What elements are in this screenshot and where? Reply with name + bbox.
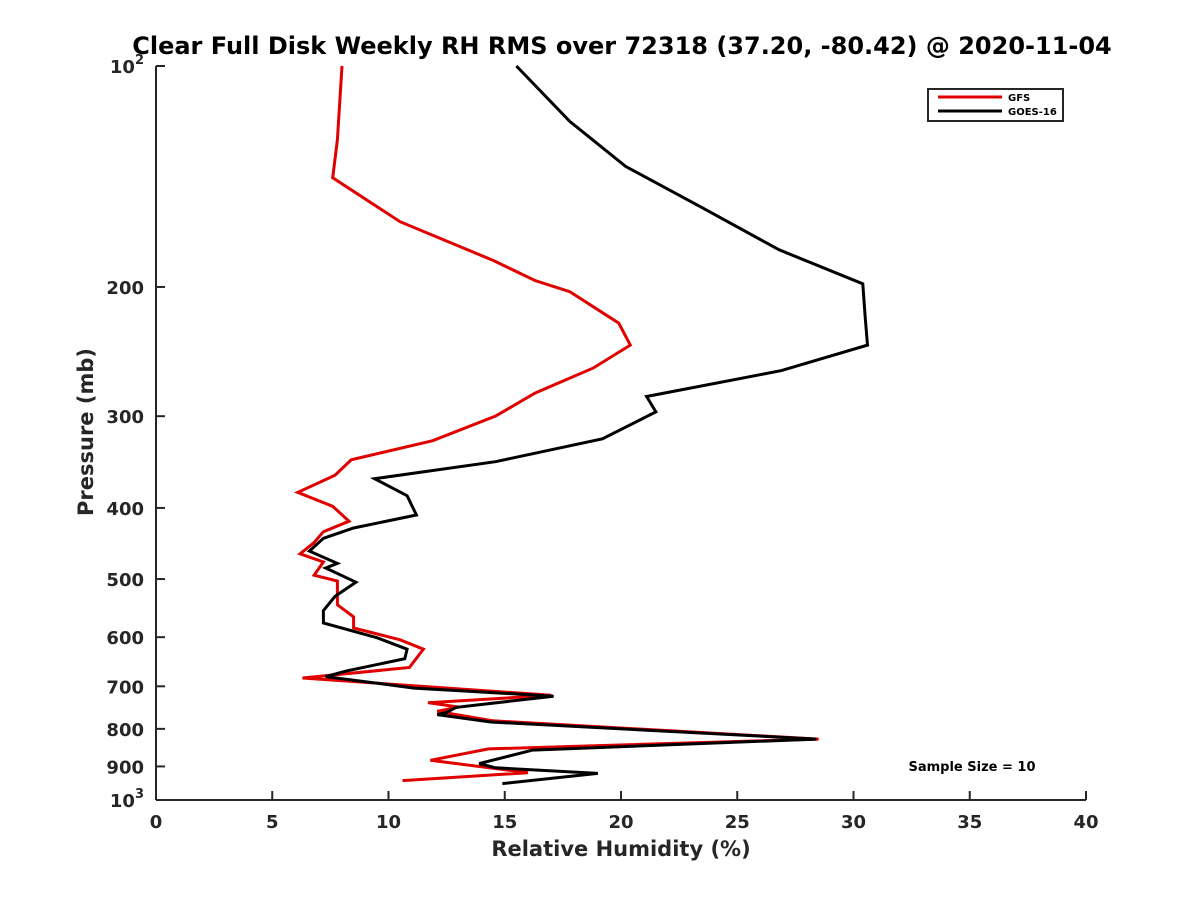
y-tick-label: 400 bbox=[106, 499, 144, 520]
y-tick-exponent: 2 bbox=[135, 53, 144, 68]
legend-label: GOES-16 bbox=[1008, 107, 1057, 118]
y-axis-label: Pressure (mb) bbox=[74, 348, 98, 516]
x-tick-label: 15 bbox=[492, 812, 517, 833]
axes: 0 5 10 15 20 25 30 35 40102200300400500600700800… bbox=[106, 53, 1098, 833]
series-line-goes-16 bbox=[306, 64, 870, 786]
y-tick-label: 102 bbox=[110, 53, 144, 78]
x-tick-label: 10 bbox=[376, 812, 401, 833]
y-tick-label: 200 bbox=[106, 278, 144, 299]
y-tick-exponent: 3 bbox=[135, 787, 144, 802]
y-tick-label: 103 bbox=[110, 787, 144, 812]
legend-label: GFS bbox=[1008, 93, 1030, 104]
x-tick-label: 30 bbox=[841, 812, 866, 833]
y-tick-label: 500 bbox=[106, 570, 144, 591]
x-tick-label: 35 bbox=[957, 812, 982, 833]
y-tick-label: 300 bbox=[106, 407, 144, 428]
series-line-gfs bbox=[294, 65, 819, 783]
x-tick-label: 20 bbox=[608, 812, 633, 833]
sample-size-annotation: Sample Size = 10 bbox=[908, 760, 1035, 775]
x-axis-label: Relative Humidity (%) bbox=[491, 837, 750, 861]
x-tick-label: 40 bbox=[1073, 812, 1098, 833]
series-layer bbox=[294, 64, 870, 786]
y-tick-label: 800 bbox=[106, 720, 144, 741]
y-tick-base: 10 bbox=[110, 791, 135, 812]
y-tick-label: 600 bbox=[106, 628, 144, 649]
x-tick-label: 25 bbox=[725, 812, 750, 833]
legend: GFS GOES-16 bbox=[927, 88, 1064, 122]
x-tick-label: 0 bbox=[150, 812, 163, 833]
legend-box bbox=[927, 88, 1064, 122]
chart-title: Clear Full Disk Weekly RH RMS over 72318… bbox=[132, 32, 1112, 60]
y-tick-label: 700 bbox=[106, 677, 144, 698]
y-tick-base: 10 bbox=[110, 57, 135, 78]
x-tick-label: 5 bbox=[266, 812, 279, 833]
y-tick-label: 900 bbox=[106, 757, 144, 778]
